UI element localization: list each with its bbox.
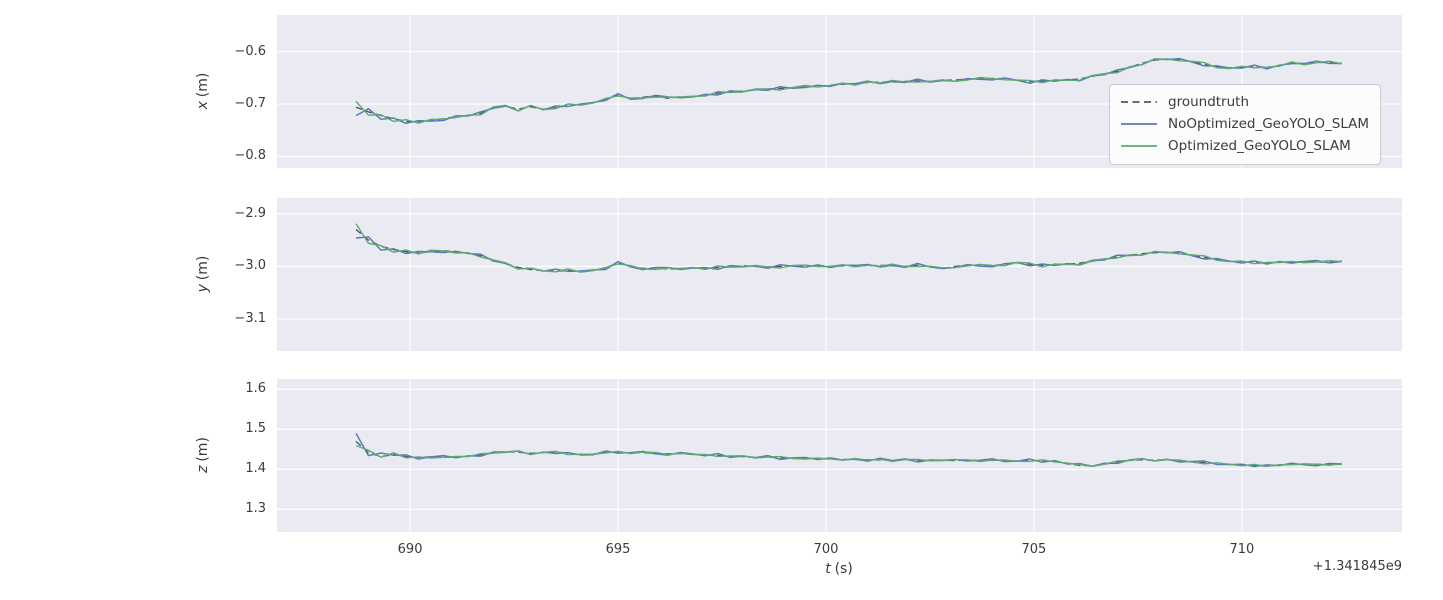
legend-label: Optimized_GeoYOLO_SLAM <box>1168 138 1351 154</box>
legend-item-noopt: NoOptimized_GeoYOLO_SLAM <box>1120 113 1370 135</box>
series-noopt-geoyolo-slam-line <box>355 433 1342 468</box>
y-tick-label: −3.0 <box>234 258 266 274</box>
y-tick-label: 1.6 <box>245 381 266 397</box>
x-tick-label: 705 <box>1021 542 1047 557</box>
legend-blue-line-swatch <box>1121 123 1157 125</box>
y-tick-label: −0.6 <box>234 43 266 59</box>
y-tick-label: −0.8 <box>234 148 266 164</box>
y-tick-label: 1.3 <box>245 501 266 517</box>
subplot-z <box>277 379 1402 532</box>
series-opt-geoyolo-slam-line <box>355 223 1342 273</box>
legend-item-opt: Optimized_GeoYOLO_SLAM <box>1120 135 1370 157</box>
y-tick-label: −0.7 <box>234 96 266 112</box>
legend: groundtruth NoOptimized_GeoYOLO_SLAM Opt… <box>1109 84 1381 165</box>
y-tick-label: −3.1 <box>234 310 266 326</box>
series-opt-geoyolo-slam-line <box>355 58 1342 124</box>
subplot-z-canvas <box>277 379 1402 532</box>
subplot-y-canvas <box>277 198 1402 351</box>
x-tick-label: 690 <box>397 542 423 557</box>
x-axis-offset-text: +1.341845e9 <box>1312 559 1402 574</box>
x-tick-label: 710 <box>1229 542 1255 557</box>
series-opt-geoyolo-slam-line <box>355 444 1342 468</box>
legend-label: NoOptimized_GeoYOLO_SLAM <box>1168 116 1370 132</box>
subplot-y <box>277 198 1402 351</box>
legend-green-line-swatch <box>1121 145 1157 147</box>
legend-item-groundtruth: groundtruth <box>1120 91 1370 113</box>
legend-label: groundtruth <box>1168 94 1250 110</box>
x-tick-label: 700 <box>813 542 839 557</box>
y-tick-label: 1.4 <box>245 461 266 477</box>
y-tick-label: 1.5 <box>245 421 266 437</box>
y-tick-label: −2.9 <box>234 205 266 221</box>
x-axis-label: t (s) <box>825 561 853 577</box>
y-axis-label-x: x (m) <box>195 72 211 110</box>
x-tick-label: 695 <box>605 542 631 557</box>
legend-dashed-line-swatch <box>1121 101 1157 103</box>
